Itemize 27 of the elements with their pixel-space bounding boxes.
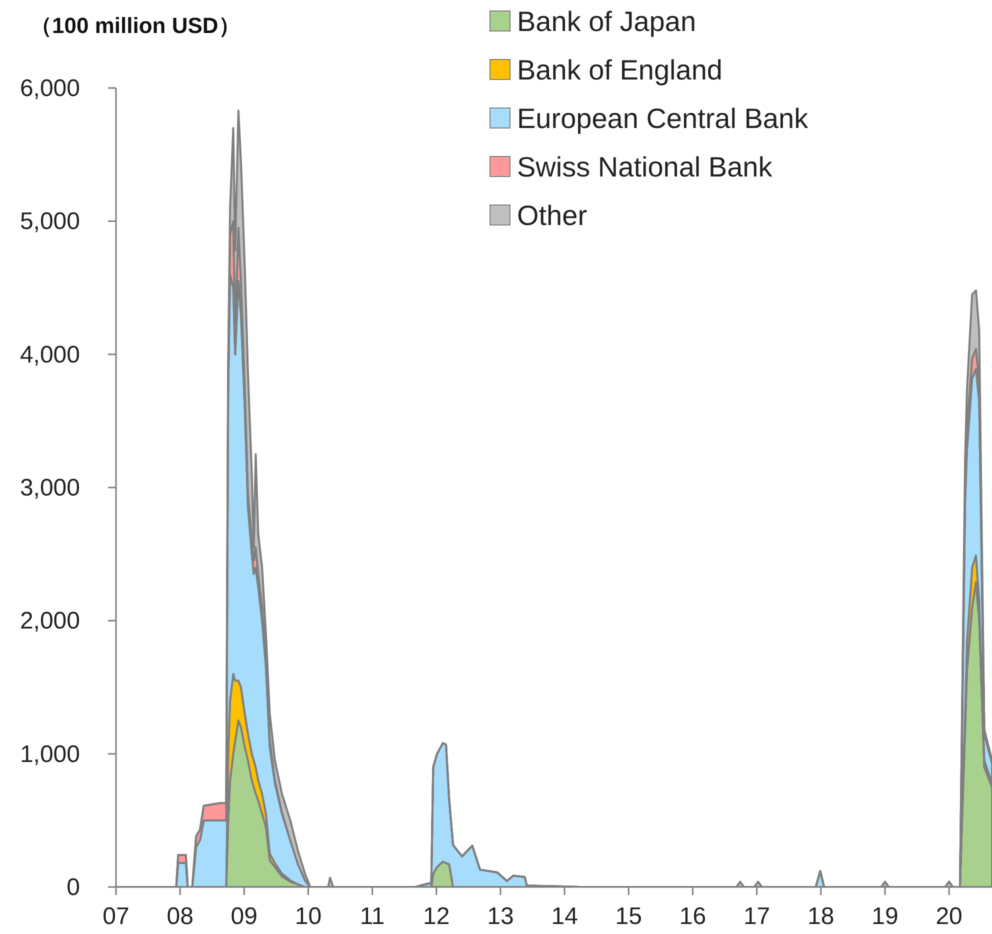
x-tick-label: 20	[936, 903, 962, 930]
legend-label: Bank of Japan	[517, 6, 696, 37]
x-tick-label: 07	[102, 903, 130, 930]
x-tick-label: 15	[615, 903, 642, 930]
y-tick-label: 1,000	[20, 740, 80, 768]
x-tick-label: 11	[360, 903, 385, 930]
legend-label: Swiss National Bank	[517, 152, 774, 182]
x-tick-label: 19	[872, 903, 898, 930]
x-tick-label: 17	[743, 903, 770, 930]
x-tick-label: 10	[294, 903, 322, 930]
x-tick-label: 16	[679, 903, 706, 930]
x-tick-label: 14	[551, 903, 578, 930]
x-tick-label: 12	[423, 903, 450, 930]
y-tick-label: 0	[66, 874, 80, 901]
legend-label: European Central Bank	[517, 103, 810, 134]
y-tick-label: 2,000	[20, 608, 80, 635]
x-tick-label: 13	[487, 903, 514, 930]
y-tick-label: 4,000	[20, 341, 80, 368]
x-tick-label: 09	[230, 903, 258, 930]
y-tick-label: 5,000	[20, 208, 80, 236]
x-tick-label: 08	[166, 903, 194, 930]
y-tick-label: 3,000	[20, 474, 80, 502]
y-axis-title: （100 million USD）	[30, 13, 240, 38]
legend-label: Other	[517, 200, 588, 231]
x-tick-label: 18	[808, 903, 834, 930]
legend-label: Bank of England	[517, 54, 722, 86]
y-tick-label: 6,000	[20, 75, 80, 102]
